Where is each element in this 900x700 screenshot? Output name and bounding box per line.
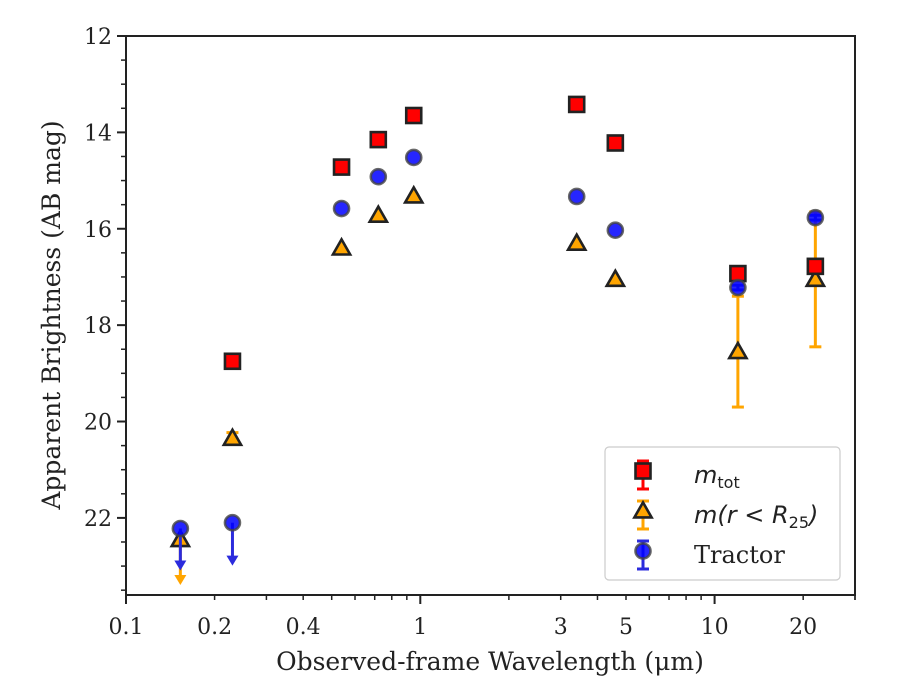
data-point [806,257,825,276]
x-tick-label: 0.1 [109,615,144,640]
x-tick-label: 0.4 [286,615,321,640]
data-point [567,187,586,206]
data-point [404,106,423,125]
data-point [221,427,244,447]
square-marker-shape [404,106,423,125]
legend-label: Tractor [694,541,785,569]
square-marker-shape [223,352,242,371]
data-point [606,134,625,152]
square-marker-shape [567,95,586,114]
data-point [223,352,242,371]
legend-marker [634,542,652,560]
data-point [804,268,827,288]
circle-marker-shape [634,542,652,560]
data-point [332,199,351,218]
triangle-marker-shape [565,231,588,251]
legend-marker [634,462,652,480]
data-point [367,204,390,224]
legend-label-main: m(r < R [694,501,789,529]
data-point [369,167,388,186]
triangle-marker-shape [367,204,390,224]
triangle-marker-shape [330,236,353,256]
circle-marker-shape [404,148,423,167]
data-point [604,268,627,288]
y-tick-label: 12 [84,25,112,50]
data-point [729,278,747,297]
circle-marker-shape [806,208,825,227]
data-point [330,236,353,256]
data-point [402,184,425,204]
upper-limit-arrow-head [226,555,239,566]
circle-marker-shape [606,221,625,240]
series-circle [171,148,825,571]
y-tick-label: 20 [84,411,112,436]
legend-label-main: Tractor [694,541,785,569]
y-tick-label: 18 [84,314,112,339]
plot-frame [125,35,856,596]
square-marker-shape [606,134,625,152]
x-tick-label: 10 [701,615,729,640]
data-point [171,519,190,538]
x-tick-label: 5 [619,615,633,640]
data-point [806,208,825,227]
x-tick-label: 1 [413,615,427,640]
upper-limit-arrow-head [174,560,187,571]
triangle-marker-shape [632,499,654,519]
legend-label-main: m [694,461,717,489]
triangle-marker-shape [804,268,827,288]
y-tick-label: 16 [84,218,112,243]
legend-label: mtot [694,461,740,492]
plot-area [125,35,856,596]
legend: mtot m(r < R25) Tractor [604,446,841,581]
circle-marker-shape [729,278,747,297]
square-marker-shape [369,130,388,149]
data-point [567,95,586,114]
circle-marker-shape [332,199,351,218]
circle-marker-shape [369,167,388,186]
data-point [727,340,749,360]
y-axis-title: Apparent Brightness (AB mag) [37,120,66,510]
data-point [404,148,423,167]
y-tick-label: 22 [84,507,112,532]
x-tick-label: 3 [554,615,568,640]
data-point [565,231,588,251]
triangle-marker-shape [402,184,425,204]
upper-limit-arrow-head [174,574,187,585]
series-square [223,95,825,371]
circle-marker-shape [567,187,586,206]
square-marker-shape [806,257,825,276]
x-axis-title: Observed-frame Wavelength (μm) [276,647,704,676]
data-point [606,221,625,240]
data-point [223,513,242,532]
triangle-marker-shape [727,340,749,360]
series-layer [169,95,827,585]
y-axis: 12 14 16 18 20 22 [84,25,126,591]
square-marker-shape [332,158,351,176]
data-point [369,130,388,149]
legend-box [604,446,841,581]
legend-marker [632,499,654,519]
x-tick-label: 20 [789,615,817,640]
circle-marker-shape [171,519,190,538]
triangle-marker-shape [604,268,627,288]
square-marker-shape [634,462,652,480]
x-tick-label: 0.2 [197,615,232,640]
y-tick-label: 14 [84,121,112,146]
legend-label-end: ) [807,501,818,529]
circle-marker-shape [223,513,242,532]
triangle-marker-shape [221,427,244,447]
legend-label: m(r < R25) [694,501,818,532]
legend-label-subscript: tot [717,473,739,492]
legend-label-subscript: 25 [789,513,809,532]
data-point [332,158,351,176]
x-axis: 0.1 0.2 0.4 1 3 5 10 20 [109,595,856,640]
